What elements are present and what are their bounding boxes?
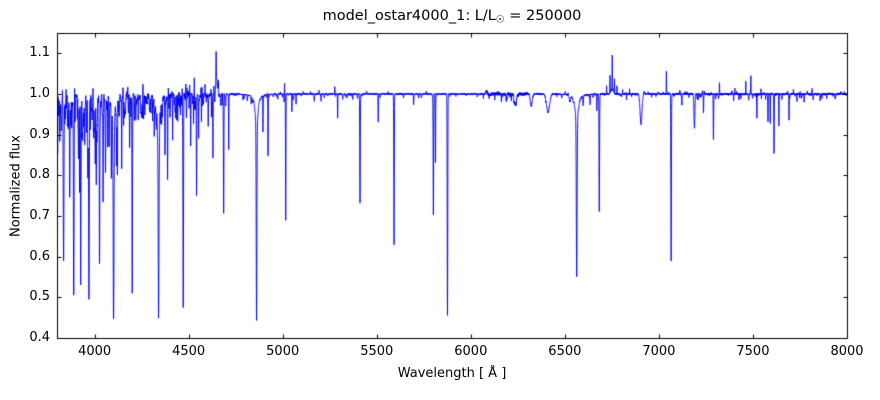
x-tick-label: 5000 bbox=[266, 344, 300, 359]
x-axis-label: Wavelength [ Å ] bbox=[397, 366, 507, 381]
x-tick-label: 4500 bbox=[172, 344, 206, 359]
y-tick-label: 0.4 bbox=[29, 330, 50, 345]
sun-symbol: ☉ bbox=[495, 14, 505, 26]
y-tick-label: 1.1 bbox=[29, 45, 50, 61]
y-tick-label: 0.8 bbox=[29, 167, 50, 183]
plot-title-text: model_ostar4000_1: L/L bbox=[322, 8, 496, 24]
x-tick-label: 5500 bbox=[360, 344, 394, 359]
x-tick-label: 7500 bbox=[736, 344, 770, 359]
x-tick-label: 6000 bbox=[454, 344, 488, 359]
y-tick-label: 0.7 bbox=[29, 208, 50, 223]
x-tick-label: 4000 bbox=[78, 344, 112, 359]
y-tick-label: 0.9 bbox=[29, 126, 50, 142]
x-tick-label: 7000 bbox=[642, 344, 676, 359]
plot-title-suffix: = 250000 bbox=[504, 8, 582, 24]
y-tick-label: 1.0 bbox=[29, 86, 50, 101]
y-tick-label: 0.6 bbox=[29, 248, 50, 264]
x-tick-label: 6500 bbox=[548, 344, 582, 359]
plot-title: model_ostar4000_1: L/L☉ = 250000 bbox=[57, 8, 847, 25]
x-tick-label: 8000 bbox=[830, 344, 864, 359]
y-tick-label: 0.5 bbox=[29, 289, 50, 305]
